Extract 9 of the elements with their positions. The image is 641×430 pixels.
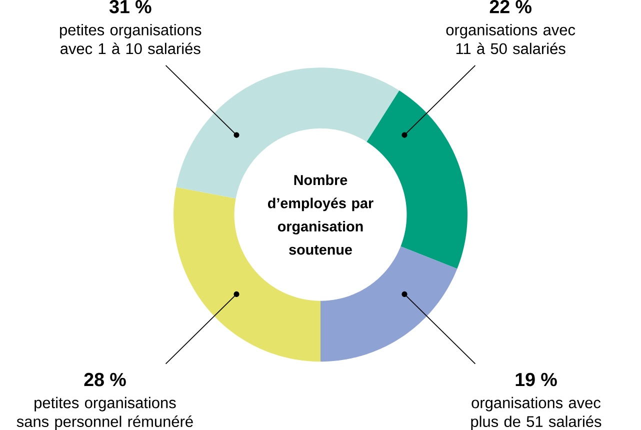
data-label: 31 % [109,0,152,14]
slice-label: petites organisations sans personnel rémunéré [16,396,193,430]
slice-label: organisations avec 11 à 50 salariés [446,24,576,54]
data-label: 19 % [516,372,557,386]
data-label: 28 % [84,372,126,386]
text: Nombre d’employés par organisation soutenue [268,174,374,255]
slice-label: organisations avec plus de 51 salariés [471,396,602,430]
data-label: 22 % [490,0,532,14]
slice-label: petites organisations avec 1 à 10 salariés [60,24,202,54]
